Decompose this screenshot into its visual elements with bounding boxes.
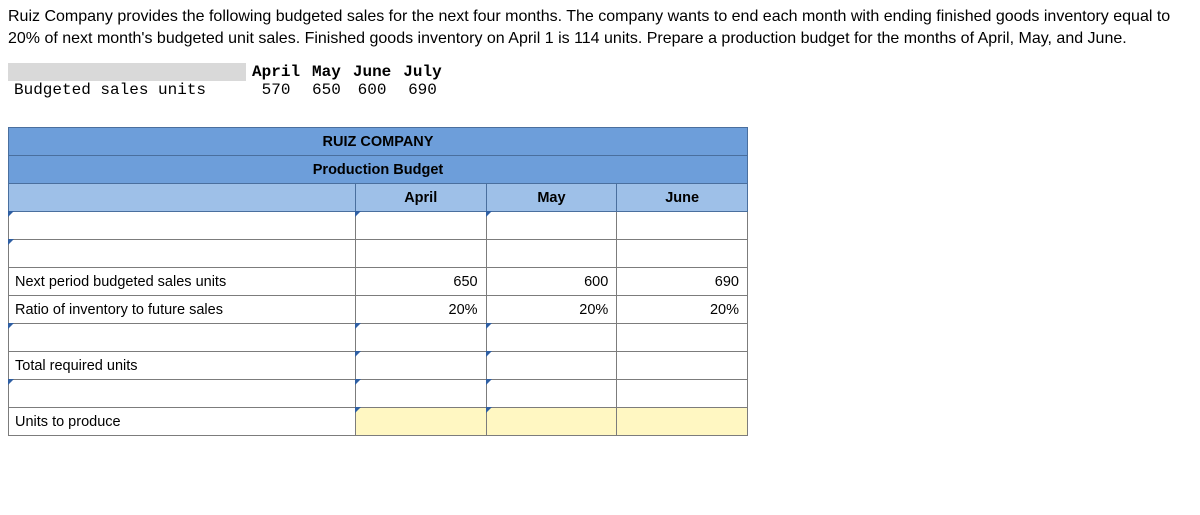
sales-col-april: April (246, 63, 306, 81)
budget-header-june: June (617, 184, 748, 212)
budget-row7-june[interactable] (617, 380, 748, 408)
budget-row2-april[interactable] (355, 240, 486, 268)
budget-row-ratio-label: Ratio of inventory to future sales (9, 296, 356, 324)
sales-row-header-blank (8, 63, 246, 81)
budget-company-title: RUIZ COMPANY (9, 128, 748, 156)
budget-row2-may[interactable] (486, 240, 617, 268)
budget-row-next-period-label: Next period budgeted sales units (9, 268, 356, 296)
budget-row7-may[interactable] (486, 380, 617, 408)
budget-row-total-required-may[interactable] (486, 352, 617, 380)
budget-row7-label[interactable] (9, 380, 356, 408)
budget-row-next-period-june[interactable]: 690 (617, 268, 748, 296)
problem-statement: Ruiz Company provides the following budg… (8, 6, 1192, 49)
budget-row-ratio-may[interactable]: 20% (486, 296, 617, 324)
budget-header-april: April (355, 184, 486, 212)
sales-val-april: 570 (246, 81, 306, 99)
budget-row-units-to-produce-april[interactable] (355, 408, 486, 436)
sales-val-june: 600 (347, 81, 397, 99)
budget-row-total-required-label: Total required units (9, 352, 356, 380)
budget-row-next-period-may[interactable]: 600 (486, 268, 617, 296)
sales-val-july: 690 (397, 81, 447, 99)
budget-row5-june[interactable] (617, 324, 748, 352)
budget-row-units-to-produce-june[interactable] (617, 408, 748, 436)
sales-col-june: June (347, 63, 397, 81)
sales-col-july: July (397, 63, 447, 81)
sales-col-may: May (306, 63, 347, 81)
budget-row5-label[interactable] (9, 324, 356, 352)
budget-row-total-required-april[interactable] (355, 352, 486, 380)
budget-row5-may[interactable] (486, 324, 617, 352)
budget-row5-april[interactable] (355, 324, 486, 352)
budgeted-sales-table: April May June July Budgeted sales units… (8, 63, 448, 99)
budget-row-units-to-produce-may[interactable] (486, 408, 617, 436)
budget-row-next-period-april[interactable]: 650 (355, 268, 486, 296)
budget-row2-june[interactable] (617, 240, 748, 268)
sales-val-may: 650 (306, 81, 347, 99)
budget-row1-april[interactable] (355, 212, 486, 240)
budget-header-blank (9, 184, 356, 212)
budget-row-ratio-june[interactable]: 20% (617, 296, 748, 324)
budget-row1-june[interactable] (617, 212, 748, 240)
budget-header-may: May (486, 184, 617, 212)
budget-row-units-to-produce-label: Units to produce (9, 408, 356, 436)
budget-row-ratio-april[interactable]: 20% (355, 296, 486, 324)
budget-row1-may[interactable] (486, 212, 617, 240)
budget-row2-label[interactable] (9, 240, 356, 268)
budget-title: Production Budget (9, 156, 748, 184)
budget-row1-label[interactable] (9, 212, 356, 240)
budget-row7-april[interactable] (355, 380, 486, 408)
budget-row-total-required-june[interactable] (617, 352, 748, 380)
sales-row-label: Budgeted sales units (8, 81, 246, 99)
production-budget-table: RUIZ COMPANY Production Budget April May… (8, 127, 748, 436)
